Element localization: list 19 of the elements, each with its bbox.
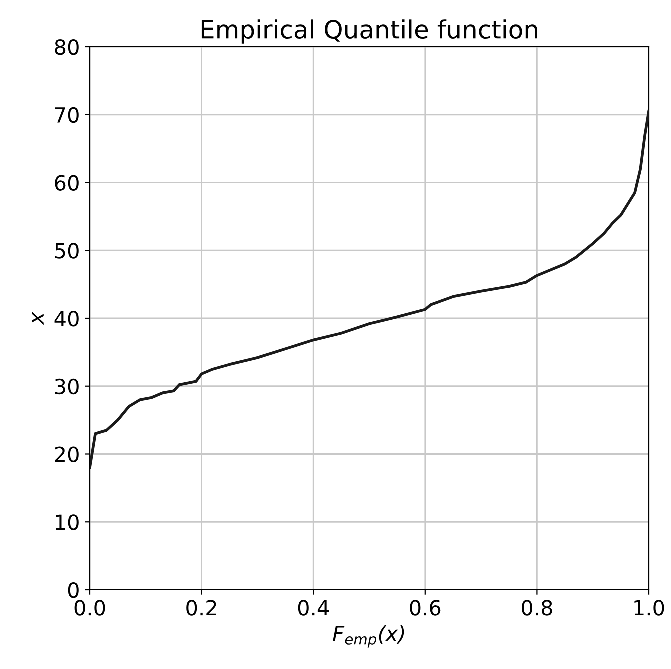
x-tick-label: 0.6 — [410, 600, 441, 616]
y-tick-label: 40 — [54, 310, 79, 327]
y-tick-label: 50 — [55, 243, 79, 259]
y-tick-label: 60 — [55, 175, 79, 191]
x-tick-label: 0.2 — [186, 600, 216, 616]
x-axis-title: F$_{emp}$(x) — [333, 625, 404, 648]
y-tick-label: 80 — [55, 39, 79, 56]
line-series — [90, 110, 649, 470]
y-axis-title: x — [32, 312, 44, 326]
y-tick-label: 0 — [68, 582, 79, 598]
y-tick-label: 10 — [56, 514, 79, 530]
y-tick-label: 20 — [55, 446, 79, 462]
y-tick-label: 70 — [55, 107, 79, 124]
x-tick-label: 0.8 — [522, 600, 552, 616]
chart-title: Empirical Quantile function — [202, 20, 538, 44]
x-tick-label: 0.4 — [298, 600, 329, 616]
y-tick-label: 30 — [55, 378, 79, 395]
x-tick-label: 1.0 — [634, 600, 664, 616]
x-tick-label: 0.0 — [74, 600, 106, 616]
